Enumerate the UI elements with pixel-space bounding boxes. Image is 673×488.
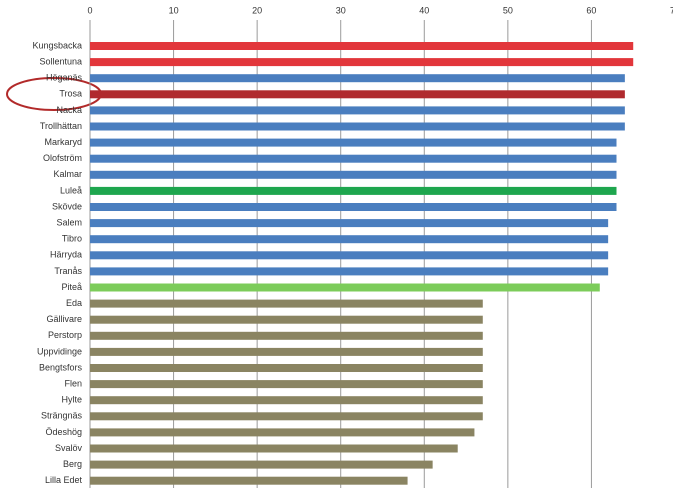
bar <box>90 42 634 50</box>
y-tick-label: Flen <box>64 378 82 388</box>
bar <box>90 428 475 437</box>
bar <box>90 476 408 485</box>
bar <box>90 186 617 195</box>
y-tick-label: Svalöv <box>55 443 83 453</box>
x-tick-label: 30 <box>336 5 346 15</box>
bar <box>90 251 609 260</box>
x-tick-label: 60 <box>586 5 596 15</box>
bar <box>90 170 617 179</box>
bar <box>90 364 483 372</box>
bar <box>90 122 625 131</box>
x-tick-label: 20 <box>252 5 262 15</box>
bar <box>90 347 483 356</box>
y-tick-label: Luleå <box>60 185 82 195</box>
y-tick-label: Kungsbacka <box>32 40 82 50</box>
x-tick-label: 0 <box>87 5 92 15</box>
y-tick-label: Salem <box>56 217 82 227</box>
y-tick-label: Eda <box>66 298 82 308</box>
y-tick-label: Uppvidinge <box>37 346 82 356</box>
bar <box>90 235 609 244</box>
bar <box>90 267 609 276</box>
bar <box>90 58 634 67</box>
x-tick-label: 50 <box>503 5 513 15</box>
y-tick-label: Markaryd <box>44 137 82 147</box>
highlight-ellipse <box>6 77 102 111</box>
y-tick-label: Ödeshög <box>45 427 82 437</box>
bar <box>90 106 625 115</box>
y-tick-label: Tibro <box>62 234 82 244</box>
y-tick-label: Nacka <box>56 105 82 115</box>
y-tick-label: Berg <box>63 459 82 469</box>
bar <box>90 203 617 211</box>
y-tick-label: Hylte <box>61 395 82 405</box>
y-tick-label: Höganäs <box>46 73 83 83</box>
bar <box>90 154 617 163</box>
y-tick-label: Skövde <box>52 201 82 211</box>
y-tick-label: Piteå <box>61 282 82 292</box>
y-tick-label: Lilla Edet <box>45 475 83 485</box>
bar <box>90 412 483 421</box>
y-tick-label: Bengtsfors <box>39 362 83 372</box>
x-tick-label: 40 <box>419 5 429 15</box>
y-tick-label: Olofström <box>43 153 82 163</box>
bar <box>90 315 483 324</box>
bar <box>90 283 600 292</box>
y-tick-label: Trosa <box>59 89 82 99</box>
y-tick-label: Trollhättan <box>40 121 82 131</box>
y-tick-label: Sollentuna <box>39 56 82 66</box>
bar <box>90 219 609 228</box>
y-tick-label: Strängnäs <box>41 411 83 421</box>
y-tick-label: Tranås <box>54 266 82 276</box>
y-tick-label: Kalmar <box>53 169 82 179</box>
bar <box>90 460 433 469</box>
bar <box>90 138 617 147</box>
bar <box>90 331 483 340</box>
bar <box>90 444 458 453</box>
y-tick-label: Perstorp <box>48 330 82 340</box>
bar <box>90 90 625 99</box>
bar <box>90 299 483 308</box>
bar <box>90 380 483 389</box>
x-tick-label: 10 <box>169 5 179 15</box>
x-tick-label: 70 <box>670 5 673 15</box>
y-tick-label: Gällivare <box>46 314 82 324</box>
bar <box>90 396 483 405</box>
y-tick-label: Härryda <box>50 250 82 260</box>
bar <box>90 74 625 83</box>
